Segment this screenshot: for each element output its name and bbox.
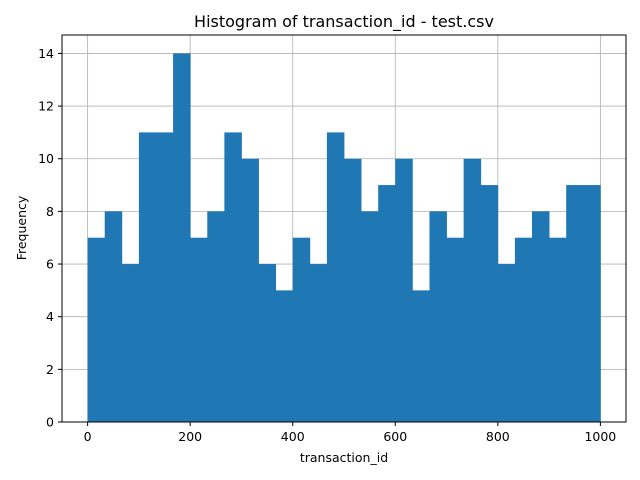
histogram-bar-23 [480,185,499,422]
histogram-bar-19 [412,290,430,422]
histogram-bar-25 [514,237,533,422]
x-tick-label-2: 400 [281,429,305,444]
x-tick-label-5: 1000 [584,429,616,444]
histogram-bar-13 [309,264,328,422]
y-tick-label-2: 4 [46,309,54,324]
histogram-bar-21 [446,237,465,422]
histogram-bar-29 [583,185,601,422]
x-tick-label-3: 600 [383,429,407,444]
histogram-bar-16 [361,211,379,422]
y-tick-label-6: 12 [38,99,54,114]
x-tick-label-0: 0 [84,429,92,444]
histogram-bar-28 [566,185,584,422]
histogram-bar-18 [395,158,413,423]
chart-title: Histogram of transaction_id - test.csv [194,12,494,32]
histogram-bar-2 [121,264,140,422]
histogram-bar-8 [224,132,242,423]
bars [87,53,601,423]
y-tick-label-0: 0 [46,415,54,430]
histogram-bar-24 [497,264,516,422]
histogram-bar-0 [87,237,106,422]
histogram-bar-12 [292,237,311,422]
histogram-bar-6 [190,237,208,422]
histogram-bar-5 [173,53,191,423]
x-tick-label-4: 800 [486,429,510,444]
y-tick-label-7: 14 [38,46,54,61]
histogram-bar-20 [429,211,447,422]
y-tick-label-5: 10 [38,151,54,166]
histogram-bar-10 [258,264,277,422]
plot-frame [61,34,627,423]
histogram-bar-1 [104,211,123,422]
histogram-bar-3 [138,132,157,423]
histogram-bar-17 [378,185,396,422]
histogram-bar-26 [532,211,550,422]
histogram-bar-27 [549,237,567,422]
histogram-bar-11 [275,290,294,422]
x-tick-label-1: 200 [178,429,202,444]
histogram-bar-4 [156,132,174,423]
histogram-bar-9 [241,158,259,423]
histogram-bar-7 [207,211,225,422]
x-axis-label: transaction_id [300,450,388,465]
y-tick-label-1: 2 [46,362,54,377]
histogram-bar-14 [326,132,345,423]
y-tick-label-3: 6 [46,257,54,272]
histogram-bar-22 [463,158,482,423]
ticks: 0 200 400 600 800 1000 0 2 4 6 8 10 12 14 [38,46,616,444]
y-axis-label: Frequency [14,195,29,260]
y-tick-label-4: 8 [46,204,54,219]
histogram-bar-15 [344,158,362,423]
